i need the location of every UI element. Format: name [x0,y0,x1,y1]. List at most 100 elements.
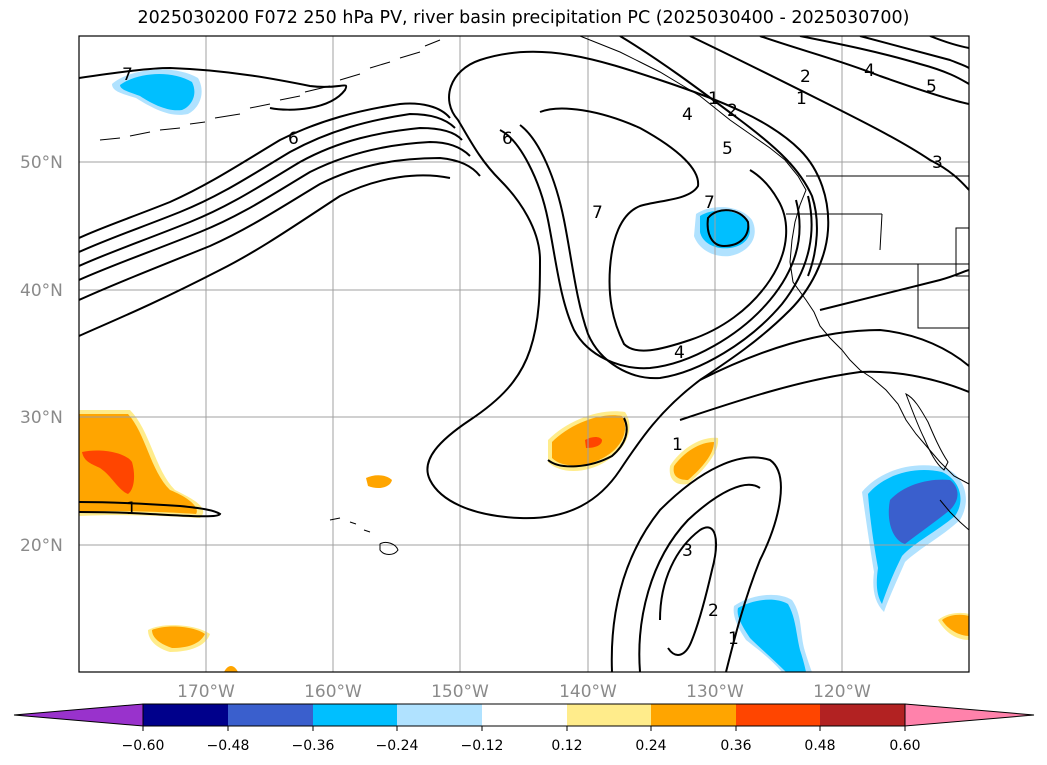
pv-contour-line [79,140,471,281]
contour-label: 5 [722,139,733,159]
colorbar-tick-label: 0.24 [635,738,666,754]
lon-label-120w: 120°W [813,682,871,702]
contour-label: 4 [864,61,875,81]
positive-anomaly-region [366,475,392,488]
pv-contour-line [79,66,348,111]
state-borders [786,213,969,329]
contour-label: 2 [800,67,811,87]
latitude-labels: 50°N 40°N 30°N 20°N [20,153,63,556]
colorbar-segment [397,704,482,726]
pv-contour-line [79,174,451,337]
contour-label: 2 [727,101,738,121]
pv-contour-line [689,36,969,191]
contour-label: 3 [682,541,693,561]
colorbar-tick-label: 0.48 [804,738,835,754]
pv-contour-line [79,126,463,267]
positive-anomaly-region [79,414,197,514]
longitude-labels: 170°W 160°W 150°W 140°W 130°W 120°W [177,682,871,702]
colorbar-segment [313,704,397,726]
pv-contour-line [79,102,451,239]
pv-contour-line [659,526,717,656]
lon-label-150w: 150°W [431,682,489,702]
colorbar-tick-label: 0.12 [551,738,582,754]
colorbar-tick-label: −0.60 [122,738,165,754]
colorbar-segment [228,704,313,726]
contour-label: 6 [288,129,299,149]
contour-label: 7 [592,203,603,223]
lon-label-160w: 160°W [304,682,362,702]
contour-label: 3 [932,153,943,173]
pv-contour-line [539,107,788,352]
negative-anomaly-region [120,74,195,111]
positive-anomaly-region [585,437,602,448]
aleutian-islands [99,39,441,141]
colorbar-tick-label: −0.36 [292,738,335,754]
map-title: 2025030200 F072 250 hPa PV, river basin … [137,8,910,28]
colorbar-outline [142,703,906,727]
lon-label-130w: 130°W [686,682,744,702]
pv-contour-line [547,417,628,468]
pv-contour-line [619,36,818,277]
pv-contours [79,36,969,672]
pv-contour-line [699,328,969,381]
contour-labels: 7 6 6 7 7 4 2 1 4 5 3 2 1 5 4 1 3 2 1 1 [122,61,943,649]
colorbar-segment [736,704,820,726]
contour-label: 1 [728,629,739,649]
pv-contour-line [519,124,813,380]
colorbar-tick-label: −0.24 [376,738,419,754]
lat-label-30n: 30°N [20,408,63,428]
pv-contour-line [819,269,969,311]
contour-label: 2 [708,601,719,621]
negative-anomaly-region [737,599,806,672]
gridlines [79,36,969,672]
pv-contour-line [79,112,456,253]
contour-label: 4 [682,105,693,125]
pv-contour-line [610,456,782,672]
colorbar-segment [651,704,736,726]
pv-contour-line [859,36,969,69]
colorbar: −0.60 −0.48 −0.36 −0.24 −0.12 0.12 0.24 … [13,703,1035,754]
lat-label-50n: 50°N [20,153,63,173]
contour-label: 4 [674,343,685,363]
contour-label: 7 [122,65,133,85]
pv-contour-line [929,36,969,49]
contour-label: 5 [926,77,937,97]
colorbar-tick-label: 0.60 [889,738,920,754]
pv-contour-line [79,156,481,301]
positive-anomaly-region [82,450,135,494]
colorbar-extend-high [904,703,1035,727]
negative-anomaly-region [700,210,750,249]
mexico-coast [939,499,969,531]
pv-contour-line [759,36,969,105]
contour-label: 7 [704,193,715,213]
lon-label-140w: 140°W [559,682,617,702]
contour-label: 1 [672,435,683,455]
colorbar-segment [820,704,905,726]
negative-anomaly-region [888,479,958,544]
baja-california [905,392,949,471]
map-background [79,36,969,672]
lat-label-20n: 20°N [20,536,63,556]
colorbar-segment [482,704,567,726]
positive-anomaly-region [942,614,969,636]
colorbar-tick-label: 0.36 [720,738,751,754]
colorbar-tick-label: −0.12 [461,738,504,754]
lat-label-40n: 40°N [20,281,63,301]
pv-contour-line [638,483,761,672]
pv-contour-line [679,370,969,421]
lon-label-170w: 170°W [177,682,235,702]
colorbar-extend-low [13,703,144,727]
precip-shading [79,69,969,672]
pv-contour-line [426,50,830,520]
hawaii [329,517,399,555]
positive-anomaly-region [224,666,238,672]
pv-contour-line [499,129,801,370]
positive-anomaly-region [152,626,205,648]
positive-anomaly-region [673,442,714,480]
contour-label: 1 [126,499,137,519]
contour-label: 1 [708,89,719,109]
colorbar-ticks [142,726,906,731]
pv-contour-line [706,209,750,248]
colorbar-segment [567,704,651,726]
